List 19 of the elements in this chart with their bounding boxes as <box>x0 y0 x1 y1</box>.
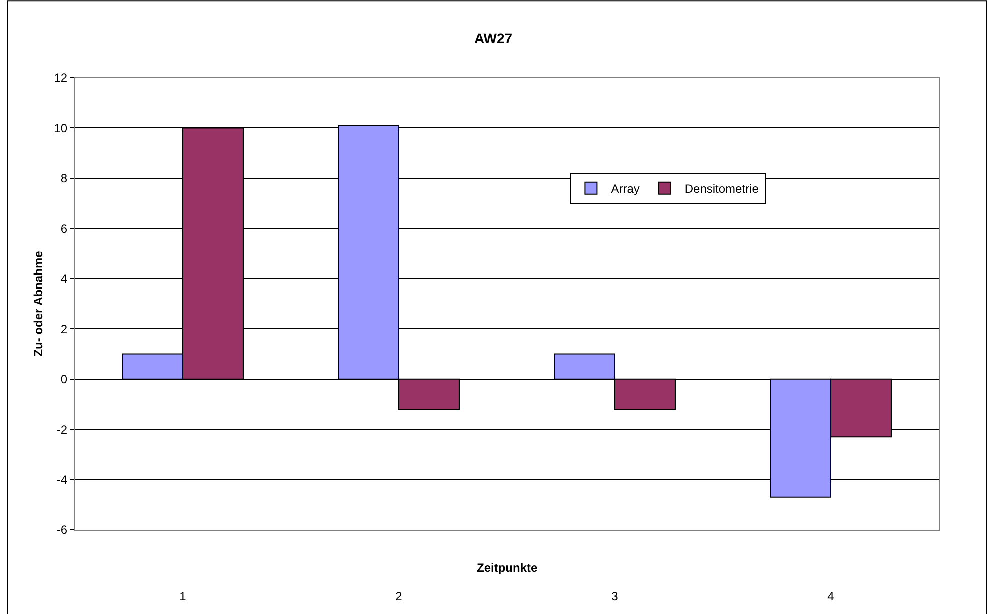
y-tick-label: 10 <box>54 121 68 136</box>
x-tick-label: 1 <box>180 589 187 604</box>
y-tick-label: 12 <box>54 71 68 86</box>
x-tick-label: 4 <box>828 589 835 604</box>
y-tick-label: -6 <box>56 523 68 538</box>
legend-label: Densitometrie <box>684 182 760 196</box>
y-tick-label: -4 <box>56 472 68 487</box>
y-tick-label: 2 <box>60 322 68 336</box>
x-axis-title: Zeitpunkte <box>477 561 538 575</box>
x-tick-label: 2 <box>396 589 403 604</box>
y-axis-title: Zu- oder Abnahme <box>32 250 46 357</box>
y-tick-label: 4 <box>60 272 68 286</box>
y-tick-label: 6 <box>60 222 68 236</box>
y-tick-label: 0 <box>60 372 68 387</box>
y-tick-label: 8 <box>60 172 68 186</box>
legend-label: Array <box>611 182 640 196</box>
x-tick-label: 3 <box>612 589 619 604</box>
y-tick-label: -2 <box>56 422 68 437</box>
chart-title: AW27 <box>474 30 513 47</box>
